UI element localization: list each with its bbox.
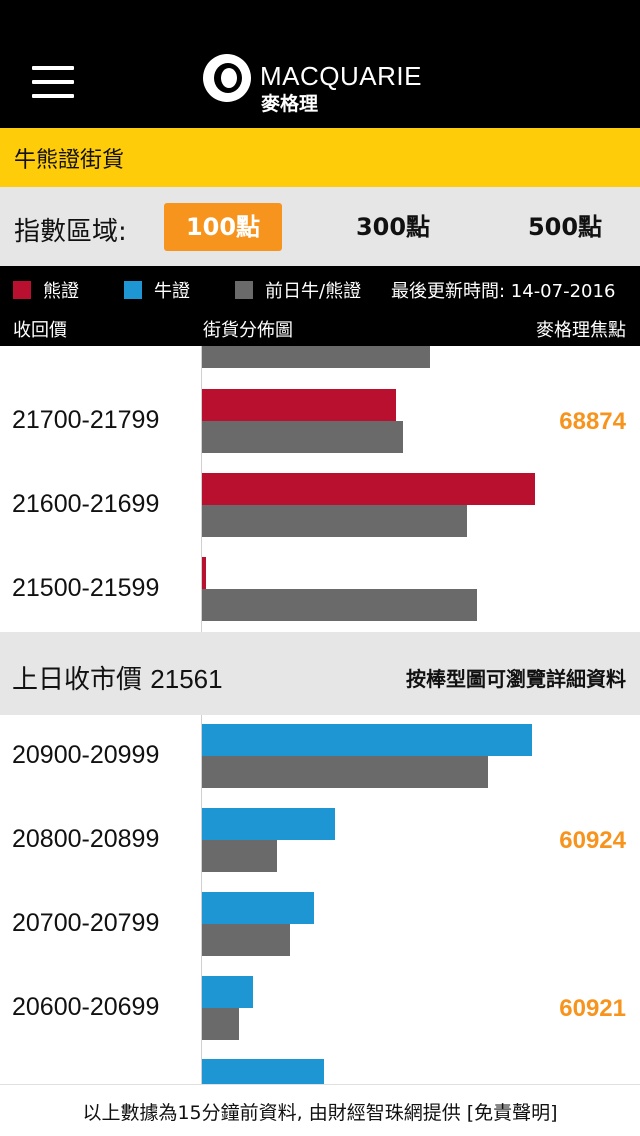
macquarie-focus-bull-1: 60924 <box>559 827 626 854</box>
brand-name-zh: 麥格理 <box>261 93 319 115</box>
section-title-bar: 牛熊證街貨 <box>0 128 640 187</box>
bar-bear-2[interactable] <box>202 557 206 589</box>
bear-swatch-icon <box>13 281 31 299</box>
previous-close-text: 上日收市價 <box>12 665 143 695</box>
page-title: 牛熊證街貨 <box>14 148 125 173</box>
legend-bull: 牛證 <box>124 277 190 303</box>
legend-bar: 熊證 牛證 前日牛/熊證 最後更新時間: 14-07-2016 收回價 街貨分佈… <box>0 266 640 346</box>
call-price-label-bear-2: 21500-21599 <box>12 574 160 602</box>
call-price-label-bear-1: 21600-21699 <box>12 490 160 518</box>
brand-name-en: MACQUARIE <box>260 61 422 91</box>
last-updated: 最後更新時間: 14-07-2016 <box>391 281 616 302</box>
bar-previous-bear-2[interactable] <box>202 589 477 621</box>
previous-close-value: 21561 <box>150 664 223 694</box>
chart-hint: 按棒型圖可瀏覽詳細資料 <box>406 667 626 691</box>
bar-bull-3[interactable] <box>202 976 253 1008</box>
bar-bear-1[interactable] <box>202 473 535 505</box>
legend-bear: 熊證 <box>13 277 79 303</box>
footer-disclaimer[interactable]: 以上數據為15分鐘前資料, 由財經智珠網提供 [免責聲明] <box>82 1102 558 1124</box>
macquarie-logo: MACQUARIE 麥格理 <box>200 51 460 115</box>
macquarie-logo-icon <box>203 54 251 102</box>
range-option-500[interactable]: 500點 <box>527 213 603 241</box>
legend-bear-label: 熊證 <box>43 281 79 302</box>
bar-bull-partial[interactable] <box>202 1059 324 1084</box>
range-option-100[interactable]: 100點 <box>164 203 282 251</box>
call-price-label-bull-2: 20700-20799 <box>12 909 160 937</box>
outstanding-distribution-chart[interactable]: 上日收市價 21561 按棒型圖可瀏覽詳細資料 21700-21799 68874… <box>0 346 640 1084</box>
bar-previous-bull-3[interactable] <box>202 1008 239 1040</box>
bar-previous-bear-1[interactable] <box>202 505 467 537</box>
bull-swatch-icon <box>124 281 142 299</box>
column-distribution: 街貨分佈圖 <box>203 320 293 341</box>
call-price-label-bear-0: 21700-21799 <box>12 406 160 434</box>
call-price-label-bull-1: 20800-20899 <box>12 825 160 853</box>
bar-previous-bull-0[interactable] <box>202 756 488 788</box>
app-header: MACQUARIE 麥格理 <box>0 0 640 128</box>
range-label: 指數區域: <box>14 217 127 247</box>
range-option-300[interactable]: 300點 <box>355 213 431 241</box>
macquarie-focus-bear-0: 68874 <box>559 408 626 435</box>
footer: 以上數據為15分鐘前資料, 由財經智珠網提供 [免責聲明] <box>0 1084 640 1136</box>
bar-previous-bull-2[interactable] <box>202 924 290 956</box>
previous-close-label: 上日收市價 21561 <box>12 659 223 696</box>
bar-bull-1[interactable] <box>202 808 335 840</box>
bar-bull-0[interactable] <box>202 724 532 756</box>
legend-prev-label: 前日牛/熊證 <box>265 281 362 302</box>
legend-bull-label: 牛證 <box>154 281 190 302</box>
bar-previous-partial[interactable] <box>202 346 430 368</box>
bar-previous-bear-0[interactable] <box>202 421 403 453</box>
legend-prev: 前日牛/熊證 <box>235 277 361 303</box>
column-focus: 麥格理焦點 <box>536 320 626 341</box>
previous-close-bar: 上日收市價 21561 按棒型圖可瀏覽詳細資料 <box>0 632 640 715</box>
bar-bear-0[interactable] <box>202 389 396 421</box>
call-price-label-bull-0: 20900-20999 <box>12 741 160 769</box>
bar-bull-2[interactable] <box>202 892 314 924</box>
hamburger-menu-icon[interactable] <box>32 66 74 98</box>
prev-swatch-icon <box>235 281 253 299</box>
macquarie-focus-bull-3: 60921 <box>559 995 626 1022</box>
bar-previous-bull-1[interactable] <box>202 840 277 872</box>
call-price-label-bull-3: 20600-20699 <box>12 993 160 1021</box>
column-call-price: 收回價 <box>13 320 67 341</box>
chart-axis-top <box>201 346 202 632</box>
chart-axis-bottom <box>201 715 202 1084</box>
index-range-selector: 指數區域: 100點 300點 500點 <box>0 187 640 266</box>
